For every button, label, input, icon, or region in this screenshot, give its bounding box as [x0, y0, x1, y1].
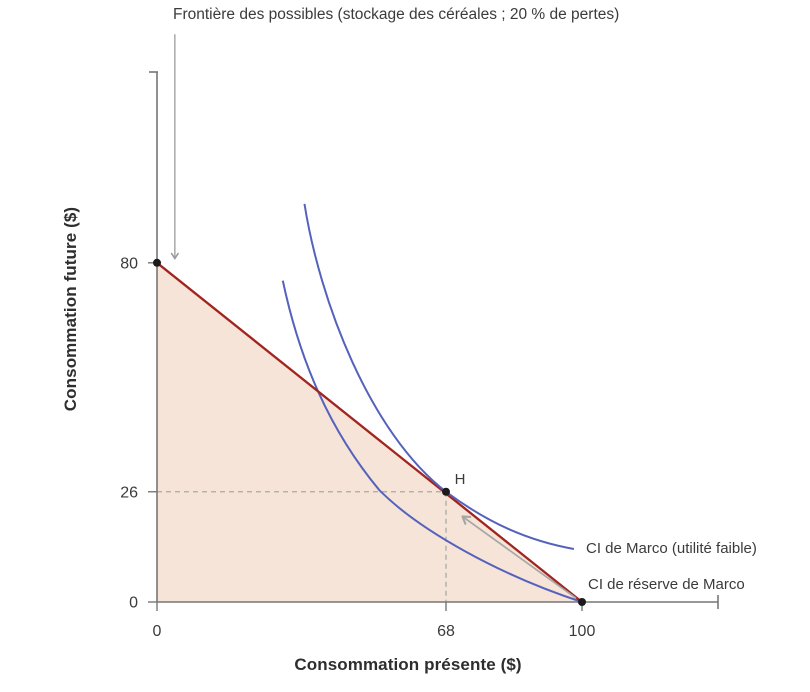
indifference-curve-low-label: CI de Marco (utilité faible)	[586, 540, 757, 557]
y-tick-label-80: 80	[120, 255, 138, 272]
x-tick-label-100: 100	[569, 623, 596, 640]
point-h-label: H	[454, 471, 466, 488]
indifference-curve-reserve-label: CI de réserve de Marco	[588, 576, 745, 593]
x-tick-label-0: 0	[153, 623, 162, 640]
frontier-line	[156, 261, 583, 603]
point-intercept	[153, 258, 161, 267]
frontier-annotation-label: Frontière des possibles (stockage des cé…	[173, 6, 620, 23]
x-axis-title: Consommation présente ($)	[294, 654, 522, 674]
point-H	[442, 487, 450, 496]
point-endowment	[578, 598, 586, 606]
y-axis-title: Consommation future ($)	[60, 206, 80, 412]
y-tick-label-0: 0	[129, 595, 138, 612]
x-tick-label-68: 68	[437, 623, 455, 640]
arrow-to-h	[461, 515, 577, 599]
indifference-curve-reserve	[281, 280, 583, 603]
indifference-curve-low	[303, 203, 575, 550]
y-tick-label-26: 26	[120, 484, 138, 501]
